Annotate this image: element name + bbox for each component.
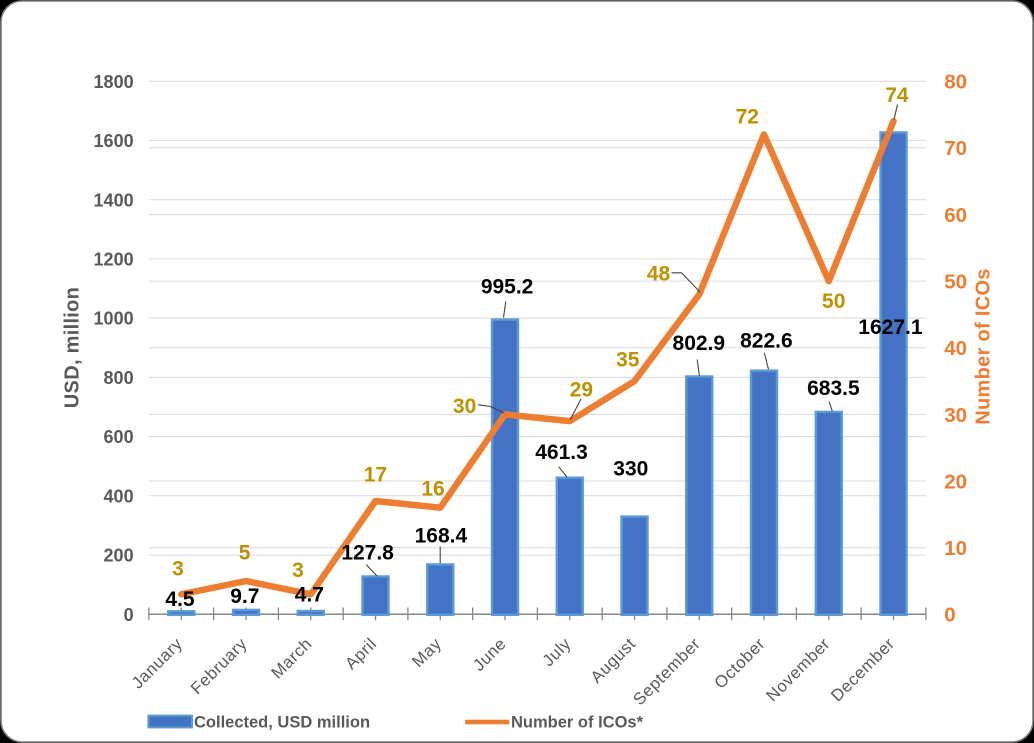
svg-text:127.8: 127.8	[341, 542, 394, 565]
svg-text:80: 80	[944, 71, 967, 94]
svg-text:683.5: 683.5	[807, 377, 860, 400]
svg-text:30: 30	[453, 395, 476, 418]
svg-text:1200: 1200	[94, 250, 134, 270]
svg-text:330: 330	[613, 457, 648, 480]
svg-text:1000: 1000	[94, 309, 134, 329]
svg-text:60: 60	[944, 204, 967, 227]
svg-text:16: 16	[421, 478, 444, 501]
svg-text:70: 70	[944, 137, 967, 160]
svg-text:40: 40	[944, 337, 967, 360]
svg-text:0: 0	[944, 604, 955, 627]
svg-text:10: 10	[944, 537, 967, 560]
svg-text:3: 3	[292, 559, 304, 582]
svg-text:50: 50	[822, 290, 845, 313]
svg-text:50: 50	[944, 271, 967, 294]
svg-text:822.6: 822.6	[740, 329, 793, 352]
svg-text:0: 0	[124, 605, 134, 625]
svg-text:1800: 1800	[94, 72, 134, 92]
svg-text:1627.1: 1627.1	[858, 316, 923, 339]
svg-text:9.7: 9.7	[230, 585, 259, 608]
svg-text:5: 5	[239, 542, 251, 565]
svg-text:3: 3	[172, 558, 184, 581]
svg-text:600: 600	[104, 427, 134, 447]
svg-text:1400: 1400	[94, 190, 134, 210]
svg-text:800: 800	[104, 368, 134, 388]
svg-text:29: 29	[570, 379, 593, 402]
svg-text:200: 200	[104, 546, 134, 566]
svg-text:1600: 1600	[94, 131, 134, 151]
svg-text:74: 74	[885, 84, 909, 107]
svg-text:Number of ICOs*: Number of ICOs*	[511, 713, 644, 731]
svg-text:4.5: 4.5	[165, 588, 195, 611]
svg-text:Number of ICOs: Number of ICOs	[973, 268, 995, 424]
svg-text:35: 35	[616, 348, 640, 371]
svg-text:30: 30	[944, 404, 967, 427]
svg-text:20: 20	[944, 470, 967, 493]
svg-text:USD, million: USD, million	[62, 287, 84, 408]
svg-text:168.4: 168.4	[415, 525, 468, 548]
svg-text:461.3: 461.3	[535, 441, 588, 464]
svg-text:4.7: 4.7	[295, 583, 324, 606]
svg-text:802.9: 802.9	[673, 332, 726, 355]
svg-text:995.2: 995.2	[481, 276, 534, 299]
svg-text:72: 72	[736, 106, 759, 129]
svg-text:48: 48	[647, 262, 671, 285]
svg-text:17: 17	[364, 464, 387, 487]
svg-text:400: 400	[104, 486, 134, 506]
svg-text:Collected, USD million: Collected, USD million	[194, 713, 370, 731]
